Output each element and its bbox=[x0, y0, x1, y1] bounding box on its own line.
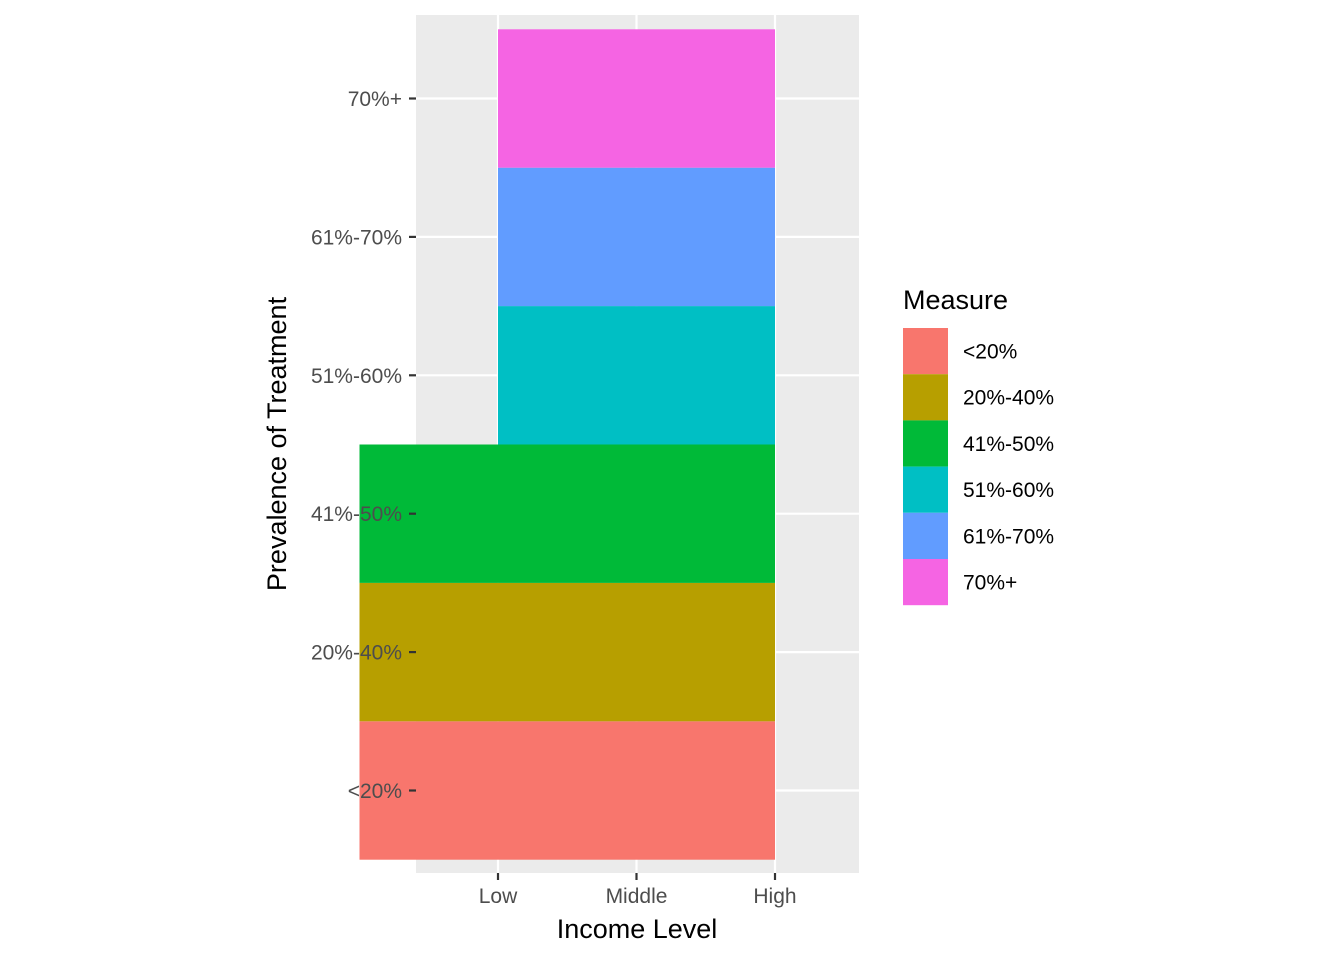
legend-entries: <20% 20%-40% 41%-50% 51%-60% 61%-70% 70%+ bbox=[903, 328, 1054, 606]
legend-label: 51%-60% bbox=[963, 479, 1054, 502]
legend-label: 20%-40% bbox=[963, 387, 1054, 410]
heatmap-tile bbox=[359, 444, 775, 583]
legend-swatch bbox=[903, 374, 948, 421]
axes: Low Middle High <20% 20%-40% 41%-50% 51%-60% 61… bbox=[311, 88, 797, 908]
y-tick-label: <20% bbox=[348, 780, 402, 803]
legend-label: <20% bbox=[963, 341, 1017, 364]
y-tick-label: 61%-70% bbox=[311, 226, 402, 249]
y-tick-label: 70%+ bbox=[348, 88, 402, 111]
x-axis-title: Income Level bbox=[557, 914, 718, 944]
legend-swatch bbox=[903, 512, 948, 559]
legend-swatch bbox=[903, 328, 948, 375]
heatmap-tile bbox=[498, 167, 775, 307]
y-tick-label: 41%-50% bbox=[311, 503, 402, 526]
legend-label: 41%-50% bbox=[963, 433, 1054, 456]
heatmap-tile bbox=[498, 306, 775, 445]
y-tick-label: 51%-60% bbox=[311, 365, 402, 388]
heatmap-tile bbox=[359, 582, 775, 722]
heatmap-tile bbox=[359, 721, 775, 860]
y-tick-label: 20%-40% bbox=[311, 642, 402, 665]
legend-swatch bbox=[903, 559, 948, 606]
legend-swatch bbox=[903, 466, 948, 513]
legend-title: Measure bbox=[903, 285, 1008, 315]
legend: Measure <20% 20%-40% 41%-50% 51%-60% 61%-70%… bbox=[903, 285, 1054, 606]
x-tick-label: Middle bbox=[606, 885, 668, 908]
heatmap-tile bbox=[498, 29, 775, 168]
legend-label: 61%-70% bbox=[963, 525, 1054, 548]
heatmap-tiles bbox=[359, 29, 775, 860]
x-tick-label: High bbox=[753, 885, 796, 908]
y-axis-title: Prevalence of Treatment bbox=[262, 296, 292, 591]
x-tick-label: Low bbox=[479, 885, 518, 908]
legend-label: 70%+ bbox=[963, 572, 1017, 595]
legend-swatch bbox=[903, 420, 948, 467]
